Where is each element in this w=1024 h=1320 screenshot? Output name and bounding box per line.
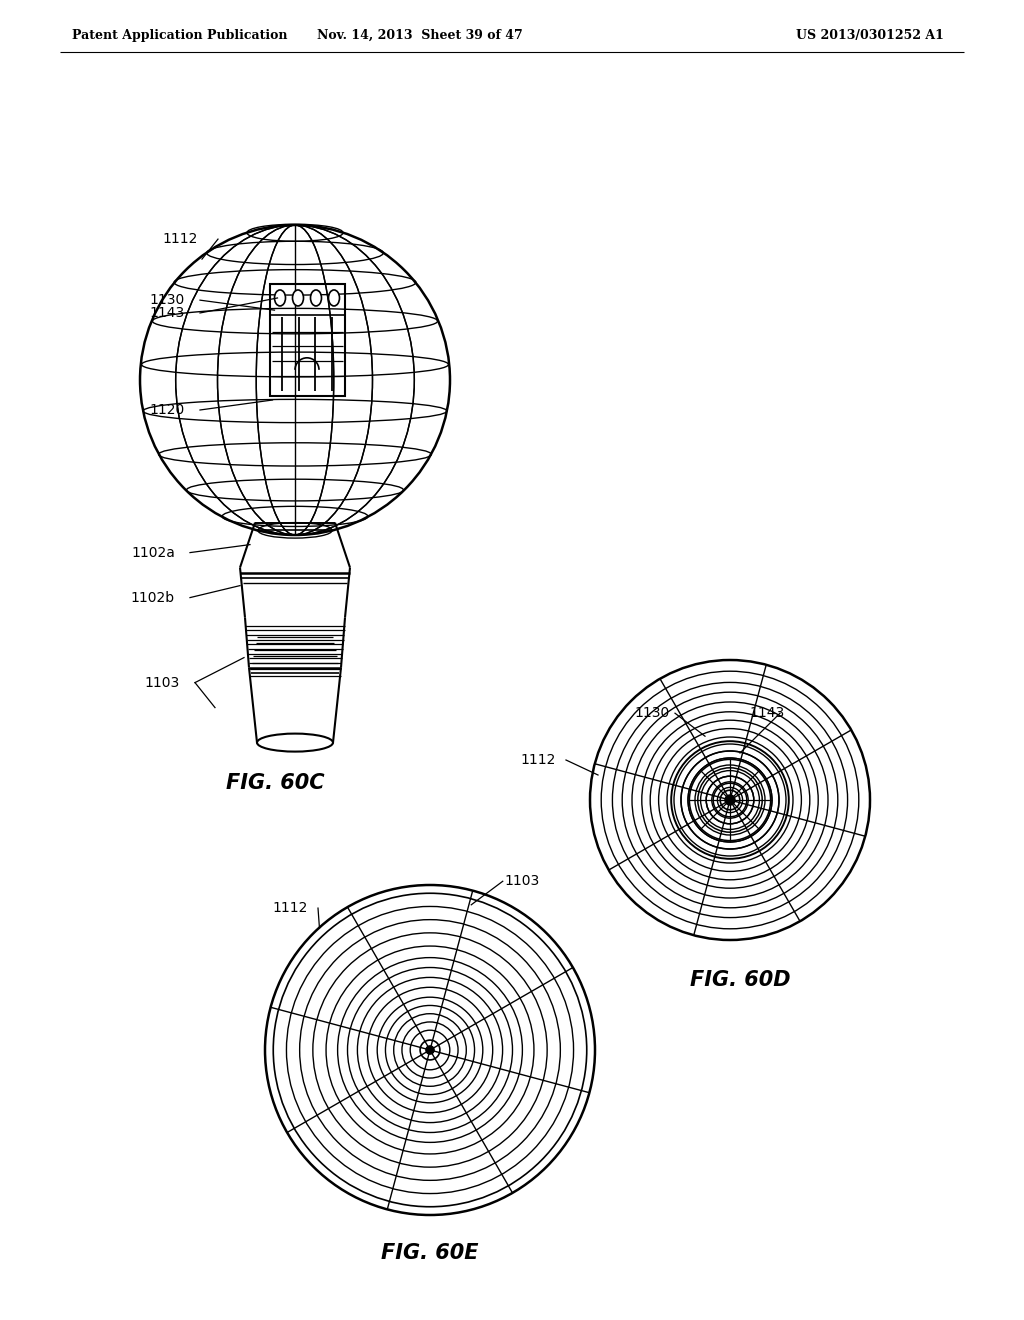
Text: FIG. 60C: FIG. 60C <box>225 772 325 792</box>
Text: FIG. 60D: FIG. 60D <box>690 970 791 990</box>
Circle shape <box>426 1045 434 1055</box>
Text: 1143: 1143 <box>750 706 785 721</box>
Ellipse shape <box>293 290 303 306</box>
Text: 1102b: 1102b <box>131 590 175 605</box>
Text: 1103: 1103 <box>144 676 180 689</box>
Circle shape <box>725 795 735 805</box>
Bar <box>269 284 344 315</box>
Bar <box>269 284 344 396</box>
Text: FIG. 60E: FIG. 60E <box>381 1243 479 1263</box>
Text: 1112: 1112 <box>163 232 198 246</box>
Text: 1130: 1130 <box>635 706 670 721</box>
Text: 1120: 1120 <box>150 403 185 417</box>
Text: 1130: 1130 <box>150 293 185 308</box>
Ellipse shape <box>329 290 340 306</box>
Ellipse shape <box>257 734 333 751</box>
Ellipse shape <box>274 290 286 306</box>
Text: 1103: 1103 <box>505 874 540 888</box>
Text: 1102a: 1102a <box>131 545 175 560</box>
Text: 1143: 1143 <box>150 306 185 319</box>
Ellipse shape <box>310 290 322 306</box>
Text: US 2013/0301252 A1: US 2013/0301252 A1 <box>796 29 944 41</box>
Text: Nov. 14, 2013  Sheet 39 of 47: Nov. 14, 2013 Sheet 39 of 47 <box>317 29 523 41</box>
Text: 1112: 1112 <box>272 902 308 915</box>
Text: 1112: 1112 <box>520 752 556 767</box>
Text: Patent Application Publication: Patent Application Publication <box>72 29 288 41</box>
